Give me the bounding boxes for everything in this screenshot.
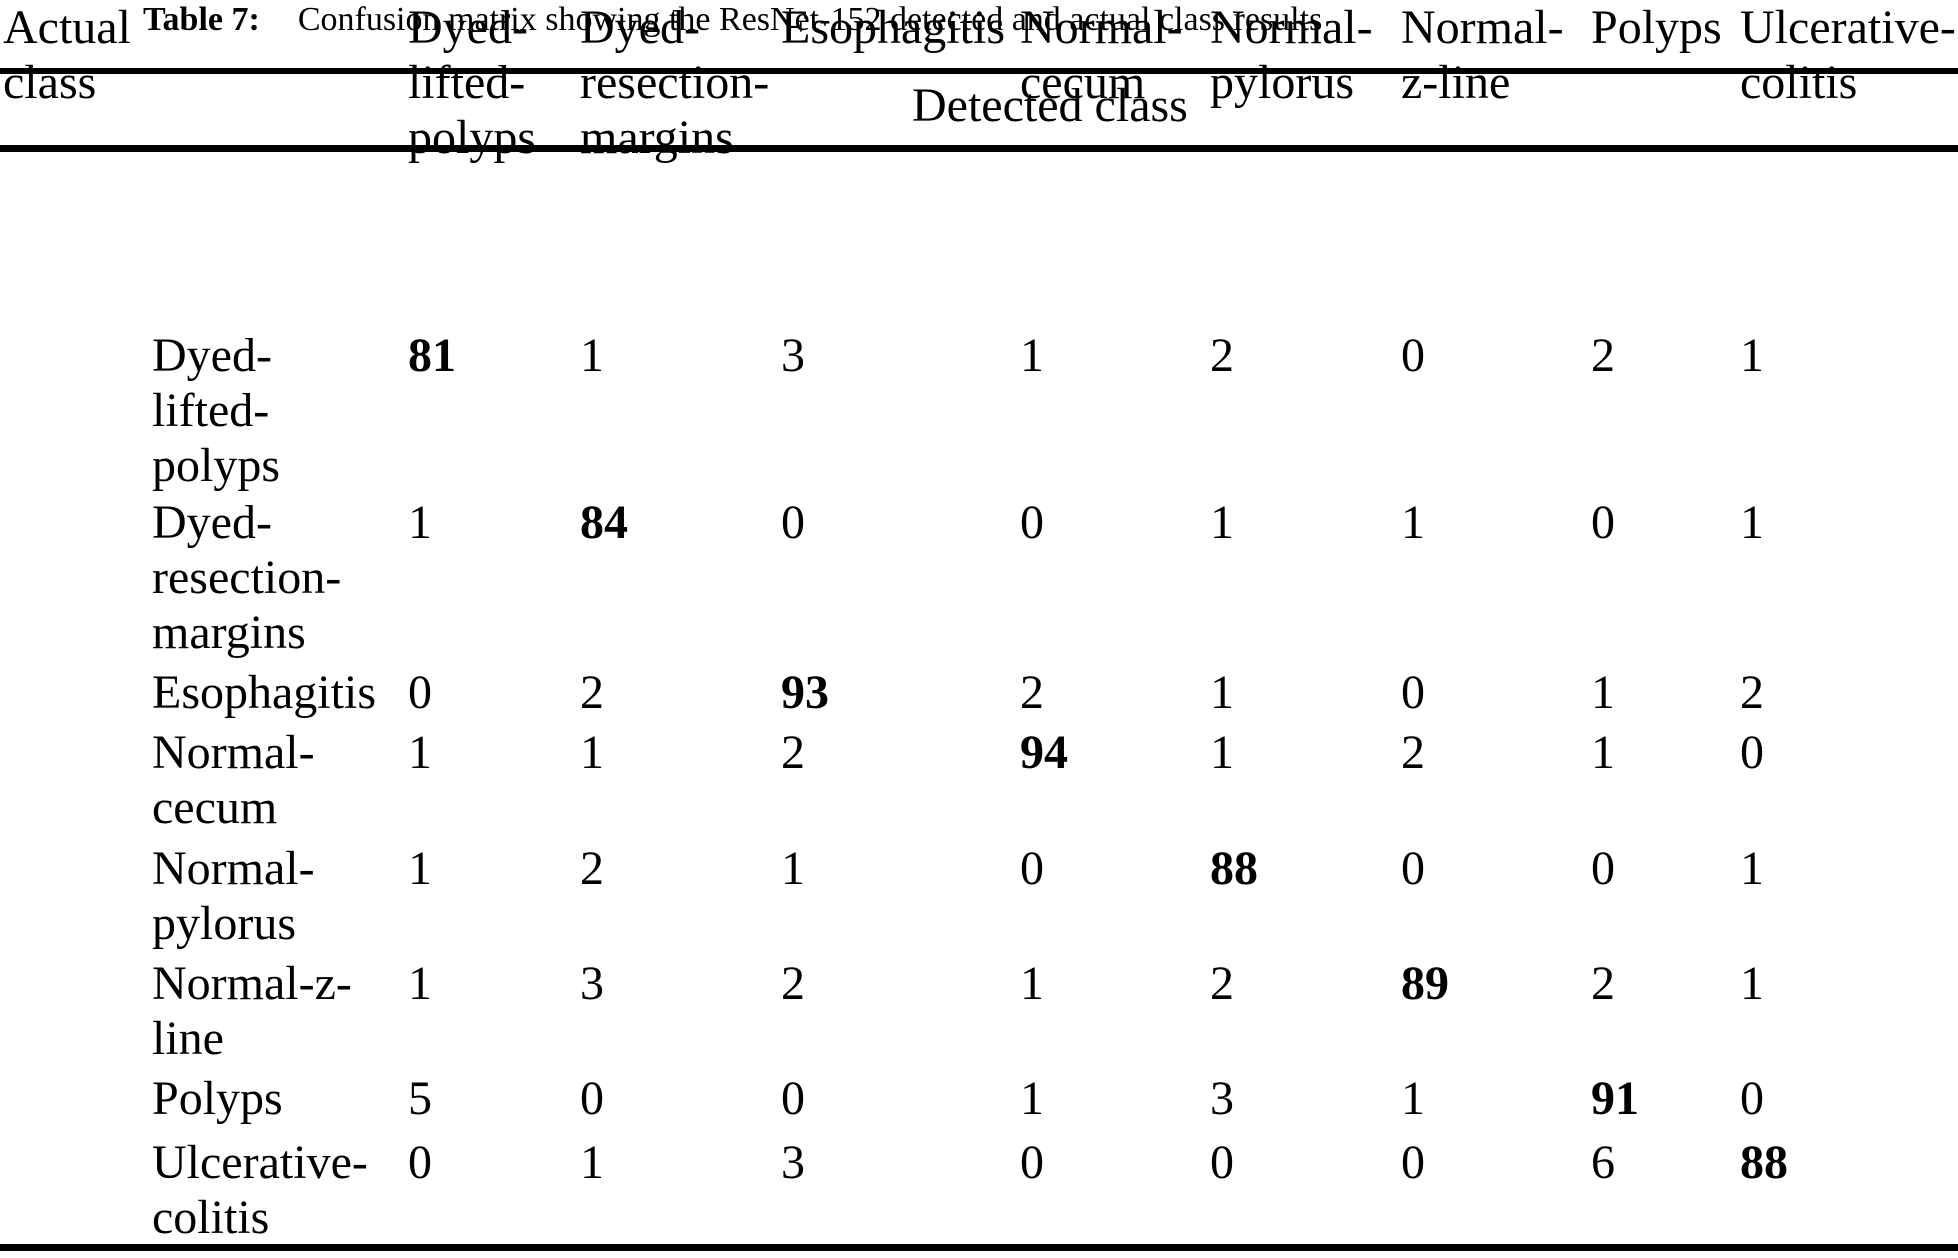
column-header-esophagitis: Esophagitis	[781, 1, 1005, 54]
matrix-cell: 88	[1210, 842, 1258, 895]
matrix-cell: 3	[1210, 1072, 1234, 1125]
matrix-cell: 6	[1591, 1136, 1615, 1189]
matrix-cell: 93	[781, 666, 829, 719]
matrix-cell: 1	[408, 957, 432, 1010]
row-header-dyed-lifted-polyps: Dyed-lifted-polyps	[152, 329, 281, 492]
matrix-cell: 2	[1401, 726, 1425, 779]
matrix-cell: 1	[1740, 957, 1764, 1010]
matrix-cell: 5	[408, 1072, 432, 1125]
row-header-ulcerative-colitis: Ulcerative-colitis	[152, 1136, 368, 1244]
table-caption: Table 7: Confusion matrix showing the Res…	[143, 0, 1322, 43]
bottom-rule	[0, 1244, 1958, 1251]
matrix-cell: 2	[781, 957, 805, 1010]
matrix-cell: 81	[408, 329, 456, 382]
matrix-cell: 1	[1020, 329, 1044, 382]
matrix-cell: 1	[408, 842, 432, 895]
column-header-normal-cecum: Normal-cecum	[1020, 1, 1183, 109]
matrix-cell: 3	[580, 957, 604, 1010]
matrix-cell: 1	[1591, 726, 1615, 779]
row-header-esophagitis: Esophagitis	[152, 666, 376, 719]
matrix-cell: 0	[1401, 842, 1425, 895]
matrix-cell: 1	[580, 329, 604, 382]
matrix-cell: 94	[1020, 726, 1068, 779]
matrix-cell: 0	[1020, 1136, 1044, 1189]
matrix-cell: 0	[1401, 329, 1425, 382]
matrix-cell: 0	[408, 1136, 432, 1189]
matrix-cell: 2	[1020, 666, 1044, 719]
matrix-cell: 1	[1740, 329, 1764, 382]
matrix-cell: 0	[1740, 1072, 1764, 1125]
matrix-cell: 0	[1401, 1136, 1425, 1189]
column-header-normal-z-line: Normal-z-line	[1401, 1, 1564, 109]
matrix-cell: 1	[1020, 1072, 1044, 1125]
matrix-cell: 1	[1020, 957, 1044, 1010]
column-header-normal-pylorus: Normal-pylorus	[1210, 1, 1373, 109]
matrix-cell: 0	[781, 1072, 805, 1125]
row-header-normal-z-line: Normal-z-line	[152, 957, 352, 1065]
matrix-cell: 0	[1020, 496, 1044, 549]
matrix-cell: 2	[1591, 957, 1615, 1010]
matrix-cell: 2	[1210, 329, 1234, 382]
matrix-cell: 1	[1591, 666, 1615, 719]
table-caption-text: Confusion matrix showing the ResNet-152 …	[297, 1, 1323, 38]
matrix-cell: 0	[1210, 1136, 1234, 1189]
matrix-cell: 1	[1740, 496, 1764, 549]
matrix-cell: 0	[1591, 842, 1615, 895]
row-header-dyed-resection-margins: Dyed-resection-margins	[152, 496, 342, 659]
matrix-cell: 0	[408, 666, 432, 719]
matrix-cell: 1	[1210, 666, 1234, 719]
matrix-cell: 3	[781, 329, 805, 382]
header-rule	[0, 145, 1958, 152]
column-header-polyps: Polyps	[1591, 1, 1722, 54]
matrix-cell: 0	[1740, 726, 1764, 779]
matrix-cell: 2	[1740, 666, 1764, 719]
matrix-cell: 2	[580, 842, 604, 895]
matrix-cell: 1	[580, 1136, 604, 1189]
matrix-cell: 2	[580, 666, 604, 719]
matrix-cell: 3	[781, 1136, 805, 1189]
matrix-cell: 1	[408, 496, 432, 549]
matrix-cell: 0	[1020, 842, 1044, 895]
matrix-cell: 1	[1210, 496, 1234, 549]
row-header-polyps: Polyps	[152, 1072, 283, 1125]
row-header-normal-pylorus: Normal-pylorus	[152, 842, 315, 950]
matrix-cell: 1	[1401, 1072, 1425, 1125]
matrix-cell: 0	[1591, 496, 1615, 549]
top-rule	[0, 68, 1958, 74]
matrix-cell: 2	[781, 726, 805, 779]
table-caption-label: Table 7:	[143, 1, 260, 38]
matrix-cell: 1	[1740, 842, 1764, 895]
row-header-normal-cecum: Normal-cecum	[152, 726, 315, 834]
matrix-cell: 0	[580, 1072, 604, 1125]
column-header-dyed-lifted-polyps: Dyed-lifted-polyps	[408, 1, 537, 164]
matrix-cell: 0	[1401, 666, 1425, 719]
matrix-cell: 1	[781, 842, 805, 895]
column-header-ulcerative-colitis: Ulcerative-colitis	[1740, 1, 1956, 109]
matrix-cell: 0	[781, 496, 805, 549]
matrix-cell: 2	[1210, 957, 1234, 1010]
matrix-cell: 1	[580, 726, 604, 779]
matrix-cell: 88	[1740, 1136, 1788, 1189]
matrix-cell: 2	[1591, 329, 1615, 382]
matrix-cell: 1	[408, 726, 432, 779]
column-header-dyed-resection-margins: Dyed-resection-margins	[580, 1, 770, 164]
matrix-cell: 84	[580, 496, 628, 549]
stub-header-actual-class: Actual class	[3, 1, 131, 109]
matrix-cell: 1	[1401, 496, 1425, 549]
detected-class-spanner: Detected class	[912, 79, 1188, 132]
matrix-cell: 1	[1210, 726, 1234, 779]
matrix-cell: 91	[1591, 1072, 1639, 1125]
matrix-cell: 89	[1401, 957, 1449, 1010]
